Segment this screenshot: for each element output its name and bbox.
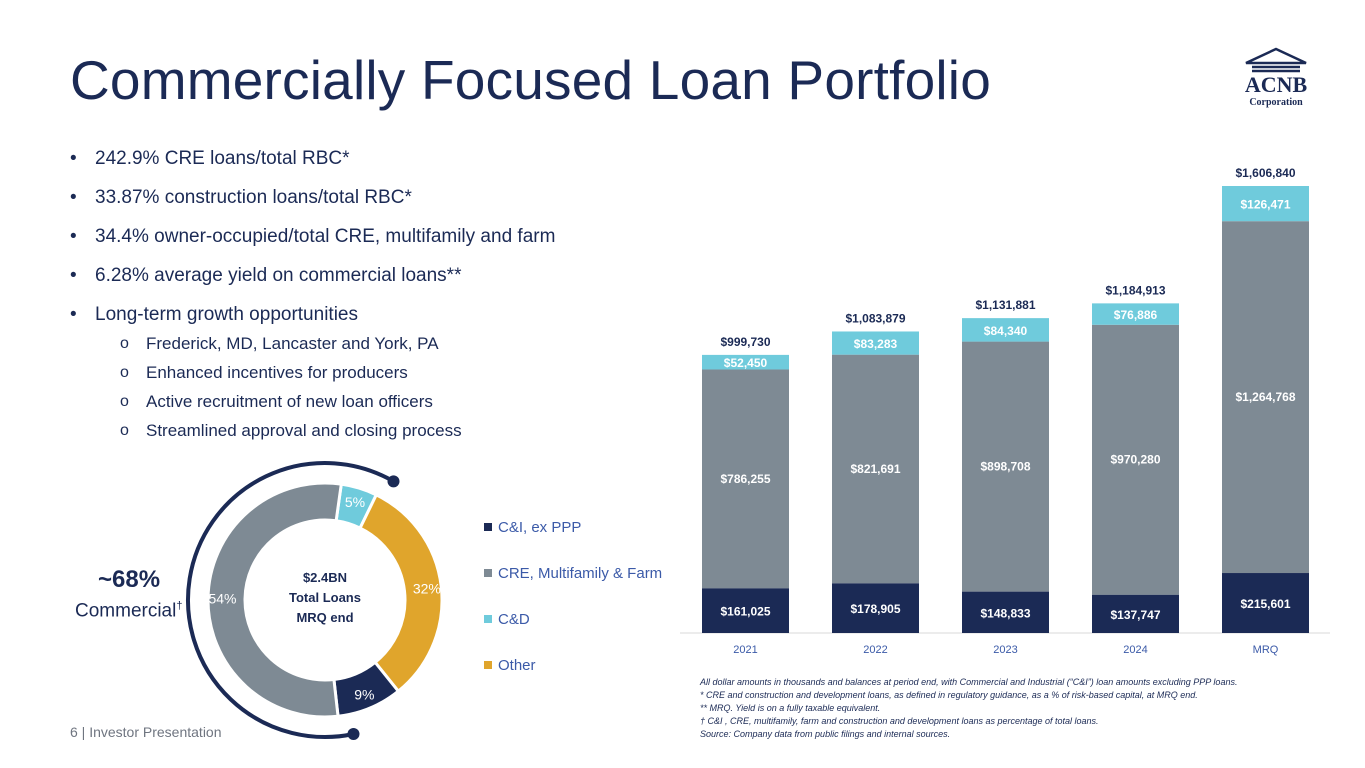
acnb-logo-icon (1245, 47, 1307, 73)
footnote: Source: Company data from public filings… (700, 729, 951, 739)
donut-slice-label: 9% (354, 687, 374, 703)
logo-name: ACNB (1244, 72, 1308, 97)
bar-data-label: $898,708 (980, 460, 1030, 474)
bar-data-label: $83,283 (854, 337, 898, 351)
bar-total-label: $1,131,881 (975, 298, 1035, 312)
bar-segment (1092, 303, 1179, 325)
bracket-dot (347, 728, 360, 741)
stacked-bar-chart: $161,025 $786,255 $52,450 $999,730 2021 $178,… (680, 166, 1330, 656)
bar-segment (962, 591, 1049, 633)
bullet-item: 34.4% owner-occupied/total CRE, multifam… (70, 224, 670, 263)
x-tick-label: MRQ (1253, 644, 1279, 656)
legend-swatch (484, 523, 492, 531)
bullet-item: 33.87% construction loans/total RBC* (70, 185, 670, 224)
bar-total-label: $999,730 (720, 335, 770, 349)
bar-total-label: $1,083,879 (845, 311, 905, 325)
legend-item: C&D (484, 611, 530, 628)
sub-bullet-list: Frederick, MD, Lancaster and York, PA En… (120, 332, 640, 448)
sub-bullet-item: Streamlined approval and closing process (120, 419, 640, 448)
sub-bullet-item: Enhanced incentives for producers (120, 361, 640, 390)
bracket-dot (387, 475, 400, 488)
bar-segment (962, 318, 1049, 342)
commercial-label-text: Commercial (75, 600, 177, 622)
bar-segment (702, 588, 789, 633)
legend-label: Other (498, 657, 536, 674)
logo-sub: Corporation (1249, 97, 1303, 108)
legend-label: C&D (498, 611, 530, 628)
donut-center-label: Total Loans (289, 590, 361, 605)
donut-center-label: $2.4BN (303, 570, 347, 585)
x-tick-label: 2022 (863, 644, 887, 656)
bar-data-label: $52,450 (724, 356, 768, 370)
bar-segment (832, 583, 919, 633)
x-tick-label: 2021 (733, 644, 757, 656)
legend-swatch (484, 615, 492, 623)
donut-slice-label: 54% (208, 591, 236, 607)
bullet-item: Long-term growth opportunities (70, 302, 670, 341)
bar-data-label: $84,340 (984, 324, 1028, 338)
bar-segment (1092, 324, 1179, 595)
legend-swatch (484, 569, 492, 577)
donut-chart: 5% 32% 9% 54% $2.4BN Total Loans MRQ end (186, 461, 444, 741)
donut-center-label: MRQ end (296, 610, 353, 625)
commercial-label: Commercial† (75, 600, 182, 622)
bar-segment (1222, 221, 1309, 574)
bar-data-label: $821,691 (850, 462, 900, 476)
footnote: All dollar amounts in thousands and bala… (700, 677, 1238, 687)
bar-data-label: $1,264,768 (1235, 390, 1295, 404)
bar-segment (702, 369, 789, 589)
sub-bullet-item: Active recruitment of new loan officers (120, 390, 640, 419)
legend-item: C&I, ex PPP (484, 519, 581, 536)
bar-data-label: $215,601 (1240, 597, 1290, 611)
commercial-percent: ~68% (98, 566, 161, 593)
donut-slice (206, 481, 343, 719)
bullet-list: 242.9% CRE loans/total RBC* 33.87% const… (70, 146, 670, 341)
bar-data-label: $970,280 (1110, 453, 1160, 467)
donut-slice (358, 492, 444, 694)
footer: 6 | Investor Presentation (70, 724, 222, 740)
page-title: Commercially Focused Loan Portfolio (70, 49, 991, 111)
bar-data-label: $126,471 (1240, 198, 1290, 212)
donut-slice-label: 5% (345, 494, 365, 510)
bar-data-label: $178,905 (850, 602, 900, 616)
bar-data-label: $76,886 (1114, 308, 1158, 322)
footnote: † C&I , CRE, multifamily, farm and const… (700, 716, 1099, 726)
bullet-item: 242.9% CRE loans/total RBC* (70, 146, 670, 185)
bar-data-label: $786,255 (720, 472, 770, 486)
bar-segment (832, 331, 919, 355)
bar-segment (1222, 186, 1309, 222)
legend-item: Other (484, 657, 536, 674)
footnote: * CRE and construction and development l… (700, 690, 1198, 700)
bar-segment (1222, 573, 1309, 633)
bar-data-label: $137,747 (1110, 608, 1160, 622)
legend-label: CRE, Multifamily & Farm (498, 565, 663, 582)
commercial-dagger: † (176, 600, 183, 612)
legend-item: CRE, Multifamily & Farm (484, 565, 662, 582)
sub-bullet-item: Frederick, MD, Lancaster and York, PA (120, 332, 640, 361)
legend-swatch (484, 661, 492, 669)
bar-data-label: $148,833 (980, 606, 1030, 620)
legend-label: C&I, ex PPP (498, 519, 582, 536)
bullet-item: 6.28% average yield on commercial loans*… (70, 263, 670, 302)
bar-segment (1092, 594, 1179, 633)
bar-total-label: $1,606,840 (1235, 166, 1295, 180)
x-tick-label: 2023 (993, 644, 1017, 656)
footnotes: All dollar amounts in thousands and bala… (700, 676, 1340, 741)
bar-data-label: $161,025 (720, 605, 770, 619)
bar-segment (832, 354, 919, 584)
bar-total-label: $1,184,913 (1105, 283, 1165, 297)
bar-segment (962, 341, 1049, 592)
donut-slice-label: 32% (413, 581, 441, 597)
footnote: ** MRQ. Yield is on a fully taxable equi… (700, 703, 881, 713)
commercial-bracket-arc (186, 461, 395, 739)
x-tick-label: 2024 (1123, 644, 1147, 656)
bar-segment (702, 354, 789, 370)
